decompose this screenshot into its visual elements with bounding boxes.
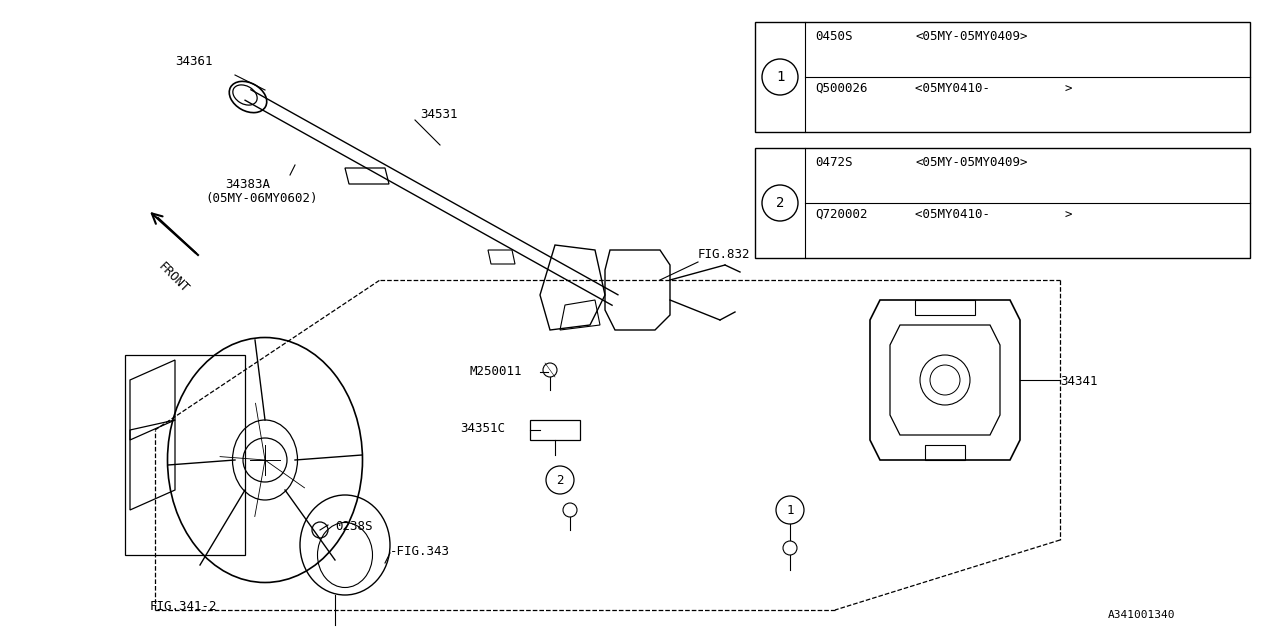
Bar [755, 22, 1251, 132]
Text: FRONT: FRONT [156, 260, 192, 296]
Text: -FIG.343: -FIG.343 [390, 545, 451, 558]
Text: 34531: 34531 [420, 108, 457, 121]
Bar [915, 300, 975, 315]
Text: <05MY0410-          >: <05MY0410- > [915, 82, 1073, 95]
Text: 0238S: 0238S [335, 520, 372, 533]
Text: 0450S: 0450S [815, 30, 852, 43]
Text: 2: 2 [557, 474, 563, 486]
Text: Q720002: Q720002 [815, 208, 868, 221]
Bar [925, 445, 965, 460]
Text: FIG.832: FIG.832 [698, 248, 750, 261]
Text: 34351C: 34351C [460, 422, 506, 435]
Text: 2: 2 [776, 196, 785, 210]
Text: 0472S: 0472S [815, 156, 852, 169]
Text: <05MY-05MY0409>: <05MY-05MY0409> [915, 30, 1028, 43]
Text: 34383A: 34383A [225, 178, 270, 191]
Text: 34341: 34341 [1060, 375, 1097, 388]
Text: 1: 1 [786, 504, 794, 516]
Text: Q500026: Q500026 [815, 82, 868, 95]
Bar [125, 355, 244, 555]
Text: FIG.341-2: FIG.341-2 [150, 600, 218, 613]
Text: 1: 1 [776, 70, 785, 84]
Text: 34361: 34361 [175, 55, 212, 68]
Text: <05MY-05MY0409>: <05MY-05MY0409> [915, 156, 1028, 169]
Text: M250011: M250011 [470, 365, 522, 378]
Text: <05MY0410-          >: <05MY0410- > [915, 208, 1073, 221]
Bar [755, 148, 1251, 258]
Text: A341001340: A341001340 [1107, 610, 1175, 620]
Text: (05MY-06MY0602): (05MY-06MY0602) [205, 192, 317, 205]
